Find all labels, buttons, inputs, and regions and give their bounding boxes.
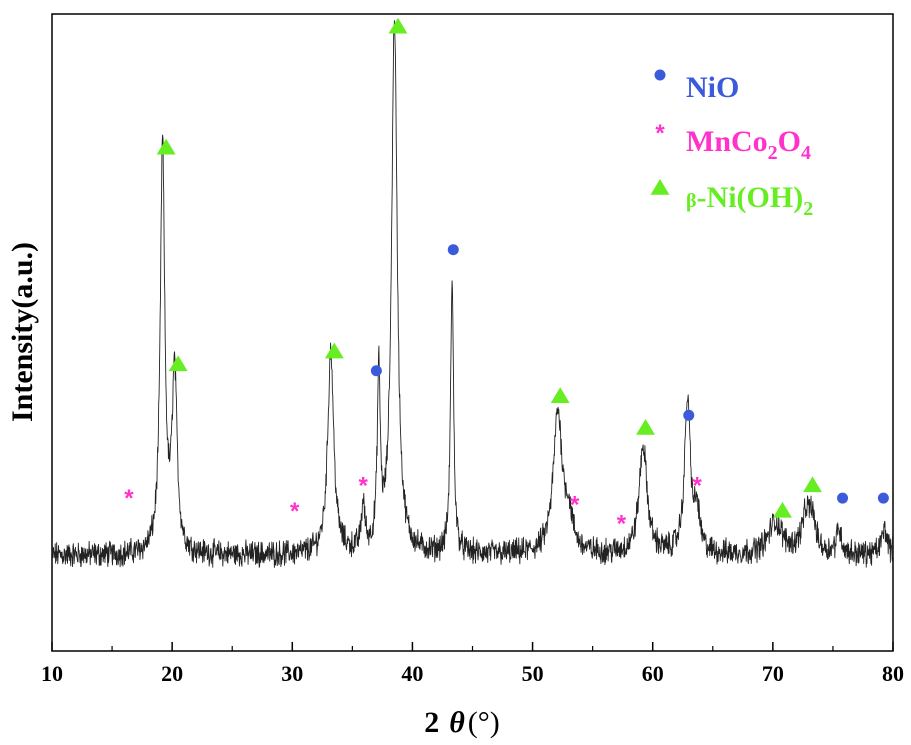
asterisk-marker-1-4: *	[617, 511, 627, 538]
asterisk-marker-1-1: *	[290, 498, 300, 525]
circle-marker-0-4	[877, 492, 889, 504]
x-tick-label-40: 40	[401, 661, 423, 686]
triangle-marker-2-5	[636, 419, 655, 435]
x-tick-label-70: 70	[762, 661, 784, 686]
x-tick-label-30: 30	[281, 661, 303, 686]
triangle-marker-2-7	[803, 476, 822, 493]
triangle-marker-2-1	[168, 355, 188, 372]
x-tick-label-60: 60	[642, 661, 664, 686]
legend-asterisk-icon: *	[655, 120, 665, 147]
x-tick-label-20: 20	[161, 661, 183, 686]
x-axis-title: 2 θ (°)	[424, 706, 500, 739]
triangle-marker-2-6	[773, 501, 792, 518]
legend-label-mnco2o4: MnCo2O4	[686, 125, 811, 164]
asterisk-marker-1-2: *	[358, 472, 368, 499]
circle-marker-0-0	[370, 365, 382, 377]
legend-triangle-icon	[650, 179, 670, 195]
x-axis-ticks: 10 20 30 40 50 60 70 80	[41, 642, 904, 686]
xrd-pattern-line	[51, 20, 894, 568]
circle-marker-0-1	[447, 244, 459, 256]
circle-marker-0-2	[683, 409, 695, 421]
asterisk-marker-1-5: *	[692, 472, 702, 499]
x-tick-label-10: 10	[41, 661, 63, 686]
legend-circle-icon	[654, 69, 666, 81]
circle-marker-0-3	[837, 492, 849, 504]
asterisk-marker-1-0: *	[124, 485, 134, 512]
legend-label-nio: NiO	[686, 71, 739, 104]
asterisk-marker-1-3: *	[570, 491, 580, 518]
triangle-marker-2-2	[324, 342, 344, 359]
triangle-marker-2-3	[388, 17, 408, 34]
x-tick-label-80: 80	[882, 661, 904, 686]
triangle-marker-2-0	[156, 138, 176, 155]
legend-label-beta-nioh2: β-Ni(OH)2	[686, 181, 813, 220]
y-axis-title: Intensity(a.u.)	[6, 242, 39, 422]
legend: * NiO MnCo2O4 β-Ni(OH)2	[650, 69, 813, 220]
triangle-marker-2-4	[550, 387, 570, 403]
phase-markers: * * * * * *	[124, 17, 889, 538]
x-tick-label-50: 50	[522, 661, 544, 686]
